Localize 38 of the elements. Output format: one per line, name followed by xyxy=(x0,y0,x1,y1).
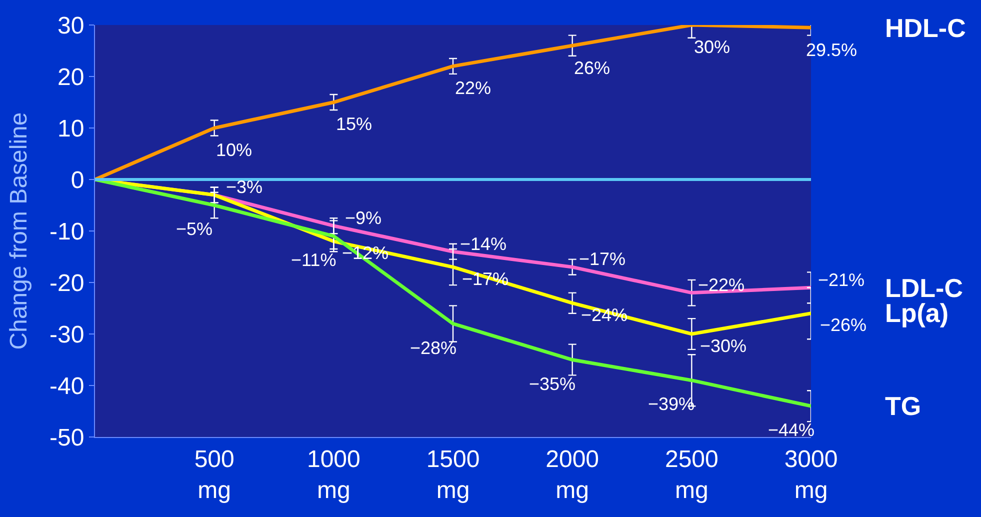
x-tick-label: 2000 mg xyxy=(546,446,600,504)
data-label: −39% xyxy=(648,394,695,414)
data-label: 26% xyxy=(574,58,610,78)
data-label: −26% xyxy=(820,315,867,335)
data-label: 15% xyxy=(336,114,372,134)
y-tick-label: -20 xyxy=(50,270,84,297)
data-label: −22% xyxy=(698,275,745,295)
y-tick-label: 10 xyxy=(57,115,84,142)
data-label: −11% xyxy=(291,250,336,270)
y-tick-label: 20 xyxy=(57,64,84,91)
data-label: −44% xyxy=(768,420,815,440)
data-label: −5% xyxy=(176,219,213,239)
data-label: −9% xyxy=(345,208,382,228)
data-label: −30% xyxy=(700,336,747,356)
data-label: −17% xyxy=(579,249,626,269)
x-tick-label: 500 mg xyxy=(194,446,234,504)
data-label: −35% xyxy=(529,374,576,394)
data-label: 29.5% xyxy=(806,40,858,60)
text: HDL-C xyxy=(885,13,966,43)
y-tick-label: -30 xyxy=(50,321,84,348)
y-tick-label: -10 xyxy=(50,218,84,246)
x-tick-label: 2500 mg xyxy=(664,446,718,504)
x-tick-label: 1000 mg xyxy=(306,446,360,504)
data-label: 22% xyxy=(455,78,492,98)
y-axis-title: Change from Baseline xyxy=(6,112,33,350)
data-label: −28% xyxy=(410,338,457,358)
x-tick-label: 3000 mg xyxy=(784,446,838,504)
data-label: 30% xyxy=(694,37,730,57)
text: TG xyxy=(885,391,922,421)
y-tick-label: -40 xyxy=(50,372,84,400)
x-tick-label: 1500 mg xyxy=(426,446,480,504)
data-label: 10% xyxy=(216,140,252,160)
data-label: −14% xyxy=(460,234,507,254)
data-label: −21% xyxy=(818,270,865,290)
y-tick-label: 0 xyxy=(70,166,84,194)
y-tick-label: 30 xyxy=(57,12,84,40)
data-label: −3% xyxy=(226,177,263,197)
y-tick-label: -50 xyxy=(50,424,84,452)
